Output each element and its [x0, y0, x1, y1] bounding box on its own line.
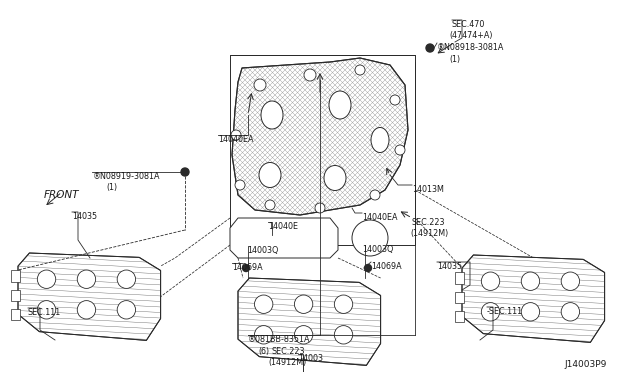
Text: FRONT: FRONT [44, 190, 79, 200]
Text: SEC.223: SEC.223 [412, 218, 445, 227]
Text: 14040E: 14040E [268, 222, 298, 231]
Text: 14035: 14035 [72, 212, 97, 221]
Circle shape [365, 264, 371, 272]
Text: (1): (1) [106, 183, 117, 192]
Text: ®081BB-8351A: ®081BB-8351A [248, 335, 310, 344]
Circle shape [255, 326, 273, 344]
Bar [454, 292, 464, 303]
Polygon shape [462, 255, 605, 342]
Circle shape [426, 44, 434, 52]
Polygon shape [232, 58, 408, 215]
Text: -SEC.111: -SEC.111 [487, 307, 523, 316]
Circle shape [521, 302, 540, 321]
Text: (14912M): (14912M) [410, 229, 448, 238]
Text: 14003Q: 14003Q [247, 246, 278, 255]
Circle shape [37, 301, 56, 319]
Text: ®N08919-3081A: ®N08919-3081A [93, 172, 161, 181]
Polygon shape [238, 278, 381, 365]
Text: 14040EA: 14040EA [218, 135, 253, 144]
Circle shape [315, 203, 325, 213]
Circle shape [561, 272, 580, 291]
Circle shape [481, 272, 500, 291]
Circle shape [117, 301, 136, 319]
Text: 14069A: 14069A [232, 263, 262, 272]
Text: 14040EA: 14040EA [362, 213, 397, 222]
Bar [454, 272, 464, 283]
Bar [11, 309, 20, 320]
Circle shape [352, 220, 388, 256]
Circle shape [334, 295, 353, 314]
Ellipse shape [324, 166, 346, 190]
Text: (6): (6) [258, 347, 269, 356]
Bar [11, 270, 20, 282]
Text: SEC.470: SEC.470 [452, 20, 485, 29]
Circle shape [294, 295, 313, 314]
Text: SEC.111: SEC.111 [28, 308, 61, 317]
Circle shape [265, 200, 275, 210]
Circle shape [355, 65, 365, 75]
Circle shape [304, 69, 316, 81]
Circle shape [521, 272, 540, 291]
Ellipse shape [259, 163, 281, 187]
Circle shape [77, 301, 95, 319]
Circle shape [181, 168, 189, 176]
Bar [230, 55, 415, 245]
Circle shape [390, 95, 400, 105]
Circle shape [370, 190, 380, 200]
Text: (1): (1) [449, 55, 460, 64]
Text: SEC.223: SEC.223 [272, 347, 305, 356]
Circle shape [77, 270, 95, 288]
Circle shape [255, 295, 273, 314]
Circle shape [254, 79, 266, 91]
Circle shape [395, 145, 405, 155]
Text: (14912M): (14912M) [268, 358, 307, 367]
Polygon shape [230, 218, 338, 258]
Circle shape [481, 302, 500, 321]
Polygon shape [18, 253, 161, 340]
Text: 14003Q: 14003Q [362, 245, 394, 254]
Text: J14003P9: J14003P9 [564, 360, 606, 369]
Ellipse shape [371, 128, 389, 153]
Text: (47474+A): (47474+A) [449, 31, 493, 40]
Text: ®N08918-3081A: ®N08918-3081A [437, 43, 504, 52]
Text: 14003: 14003 [298, 354, 323, 363]
Bar [11, 290, 20, 301]
Circle shape [37, 270, 56, 288]
Circle shape [243, 264, 250, 272]
Circle shape [235, 180, 245, 190]
Circle shape [334, 326, 353, 344]
Circle shape [231, 130, 241, 140]
Text: 14069A: 14069A [371, 262, 402, 271]
Circle shape [561, 302, 580, 321]
Text: 14035: 14035 [437, 262, 462, 271]
Text: 14013M: 14013M [412, 185, 444, 194]
Circle shape [294, 326, 313, 344]
Ellipse shape [261, 101, 283, 129]
Ellipse shape [329, 91, 351, 119]
Circle shape [117, 270, 136, 288]
Bar [454, 311, 464, 322]
